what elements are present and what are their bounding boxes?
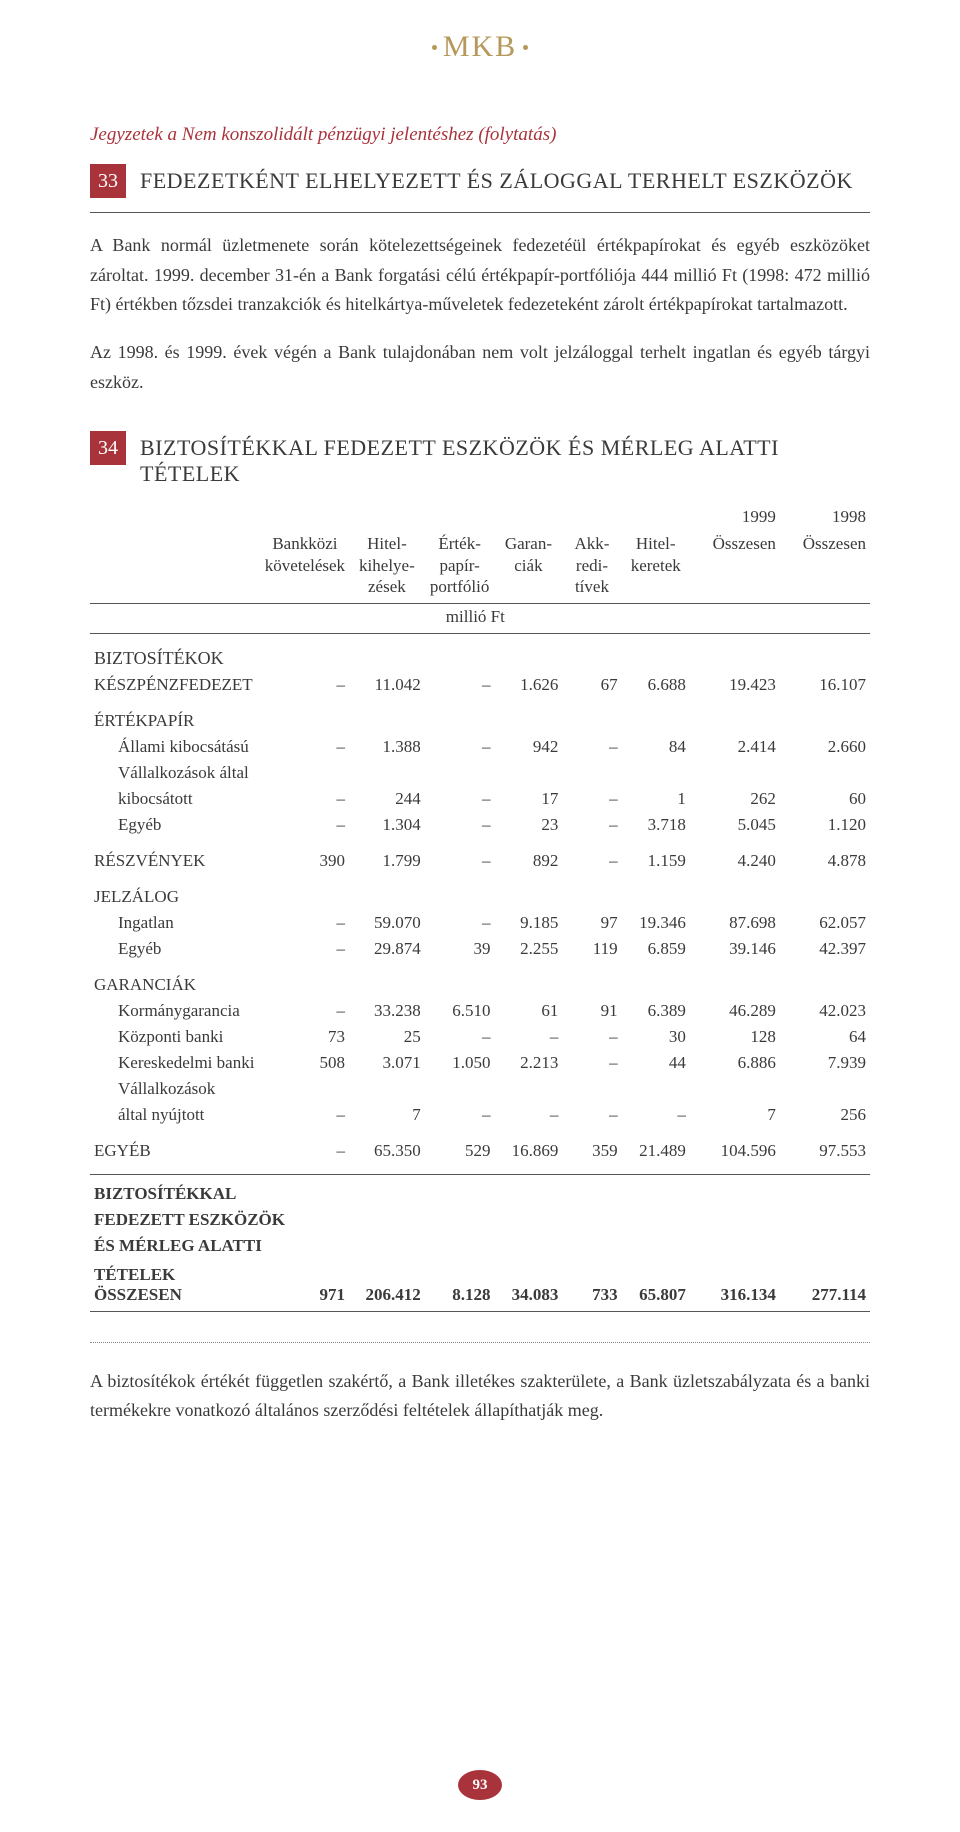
unit-label: millió Ft xyxy=(261,604,690,634)
logo-dot-left xyxy=(432,45,437,50)
row-egyeb-ertekpapir: Egyéb –1.304–23–3.7185.0451.120 xyxy=(90,812,870,838)
collateral-table: 1999 1998 Bankközi követelések Hitel- ki… xyxy=(90,501,870,1317)
table-unit-row: millió Ft xyxy=(90,604,870,634)
row-kereskedelmi-banki: Kereskedelmi banki 5083.0711.0502.213–44… xyxy=(90,1050,870,1076)
section-34-header: 34 BIZTOSÍTÉKKAL FEDEZETT ESZKÖZÖK ÉS MÉ… xyxy=(90,431,870,487)
sum-label-1: BIZTOSÍTÉKKAL xyxy=(90,1181,870,1207)
col-osszesen-1999: Összesen xyxy=(690,530,780,603)
dotted-rule xyxy=(90,1342,870,1343)
section-34-footnote: A biztosítékok értékét független szakért… xyxy=(90,1367,870,1426)
col-hitelkihely: Hitel- kihelye- zések xyxy=(349,530,425,603)
section-33-rule xyxy=(90,212,870,213)
col-akkreditivek: Akk- redi- tívek xyxy=(562,530,621,603)
page-number-badge: 93 xyxy=(458,1770,502,1800)
page-number: 93 xyxy=(458,1770,502,1800)
logo-dot-right xyxy=(523,45,528,50)
col-garanciak: Garan- ciák xyxy=(495,530,563,603)
sum-label-2: FEDEZETT ESZKÖZÖK xyxy=(90,1207,870,1233)
col-osszesen-1998: Összesen xyxy=(780,530,870,603)
row-egyeb: EGYÉB –65.35052916.86935921.489104.59697… xyxy=(90,1138,870,1164)
year-1999: 1999 xyxy=(690,501,780,530)
year-1998: 1998 xyxy=(780,501,870,530)
section-34-title: BIZTOSÍTÉKKAL FEDEZETT ESZKÖZÖK ÉS MÉRLE… xyxy=(140,431,870,487)
section-34-number: 34 xyxy=(90,431,126,465)
logo-text: MKB xyxy=(443,30,517,64)
sum-row: TÉTELEK ÖSSZESEN 971206.4128.12834.08373… xyxy=(90,1259,870,1312)
page-subtitle: Jegyzetek a Nem konszolidált pénzügyi je… xyxy=(90,124,870,146)
section-33-title: FEDEZETKÉNT ELHELYEZETT ÉS ZÁLOGGAL TERH… xyxy=(140,164,853,194)
logo: MKB xyxy=(90,30,870,64)
section-33-para-2: Az 1998. és 1999. évek végén a Bank tula… xyxy=(90,338,870,397)
row-vallalk-label: Vállalkozások által xyxy=(90,760,870,786)
row-kormanygarancia: Kormánygarancia –33.2386.51061916.38946.… xyxy=(90,998,870,1024)
group-ertekpapir: ÉRTÉKPAPÍR xyxy=(90,708,870,734)
table-year-row: 1999 1998 xyxy=(90,501,870,530)
col-bankkozi: Bankközi követelések xyxy=(261,530,349,603)
sum-label-3: ÉS MÉRLEG ALATTI xyxy=(90,1233,870,1259)
section-33-number: 33 xyxy=(90,164,126,198)
row-altal-nyujtott: által nyújtott –7––––7256 xyxy=(90,1102,870,1128)
row-egyeb-jelzalog: Egyéb –29.874392.2551196.85939.14642.397 xyxy=(90,936,870,962)
group-garanciak: GARANCIÁK xyxy=(90,972,870,998)
section-33-para-1: A Bank normál üzletmenete során köteleze… xyxy=(90,231,870,320)
group-jelzalog: JELZÁLOG xyxy=(90,884,870,910)
row-reszvenyek: RÉSZVÉNYEK 3901.799–892–1.1594.2404.878 xyxy=(90,848,870,874)
row-kibocsatott: kibocsátott –244–17–126260 xyxy=(90,786,870,812)
row-ingatlan: Ingatlan –59.070–9.1859719.34687.69862.0… xyxy=(90,910,870,936)
table-header-row: Bankközi követelések Hitel- kihelye- zés… xyxy=(90,530,870,603)
row-kozponti-banki: Központi banki 7325–––3012864 xyxy=(90,1024,870,1050)
col-ertekpapir: Érték- papír- portfólió xyxy=(425,530,495,603)
section-33-header: 33 FEDEZETKÉNT ELHELYEZETT ÉS ZÁLOGGAL T… xyxy=(90,164,870,198)
row-keszpenz: KÉSZPÉNZFEDEZET – 11.042 – 1.626 67 6.68… xyxy=(90,672,870,698)
col-hitelkeretek: Hitel- keretek xyxy=(622,530,690,603)
group-biztositekok: BIZTOSÍTÉKOK xyxy=(90,634,870,673)
row-allami: Állami kibocsátású –1.388–942–842.4142.6… xyxy=(90,734,870,760)
row-vallalk2-label: Vállalkozások xyxy=(90,1076,870,1102)
